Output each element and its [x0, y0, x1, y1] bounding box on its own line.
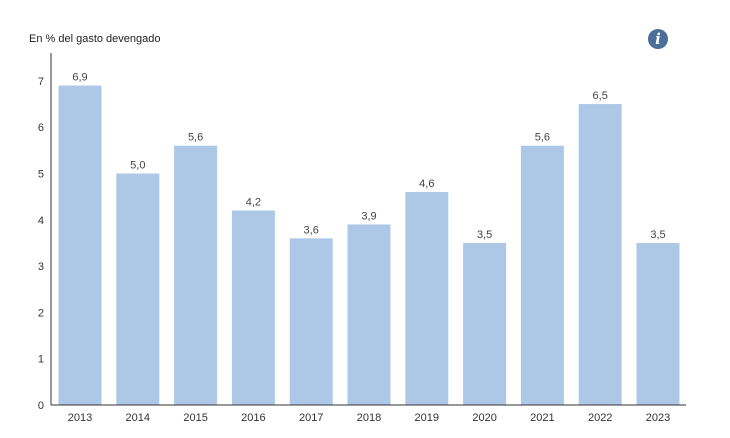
data-label-2014: 5,0: [130, 160, 145, 172]
bar-2016[interactable]: [231, 210, 275, 405]
x-tick-label-2020: 2020: [472, 412, 496, 424]
data-label-2018: 3,9: [361, 210, 376, 222]
data-label-2016: 4,2: [246, 197, 261, 209]
x-tick-label-2018: 2018: [357, 412, 381, 424]
x-tick-label-2023: 2023: [646, 412, 670, 424]
data-label-2013: 6,9: [72, 72, 87, 84]
x-tick-label-2022: 2022: [588, 412, 612, 424]
bar-2017[interactable]: [289, 238, 333, 405]
bar-2015[interactable]: [174, 145, 218, 405]
y-tick-label: 2: [38, 307, 44, 319]
bar-2021[interactable]: [520, 145, 564, 405]
info-button[interactable]: i: [648, 29, 668, 49]
x-tick-label-2021: 2021: [530, 412, 554, 424]
data-label-2017: 3,6: [304, 224, 319, 236]
y-tick-label: 4: [38, 215, 44, 227]
x-tick-label-2019: 2019: [415, 412, 439, 424]
bars-group: [58, 85, 680, 406]
y-tick-label: 7: [38, 76, 44, 88]
y-tick-label: 0: [38, 400, 44, 412]
x-tick-label-2013: 2013: [68, 412, 92, 424]
x-tick-label-2014: 2014: [126, 412, 150, 424]
bar-2023[interactable]: [636, 242, 680, 405]
bar-2013[interactable]: [58, 85, 102, 405]
x-tick-label-2015: 2015: [183, 412, 207, 424]
data-label-2023: 3,5: [650, 229, 665, 241]
info-icon-glyph: i: [655, 30, 661, 48]
data-label-2022: 6,5: [593, 90, 608, 102]
bar-2020[interactable]: [463, 242, 507, 405]
data-label-2020: 3,5: [477, 229, 492, 241]
bar-2022[interactable]: [578, 104, 622, 406]
x-tick-label-2016: 2016: [241, 412, 265, 424]
bar-2019[interactable]: [405, 192, 449, 405]
data-label-2021: 5,6: [535, 132, 550, 144]
y-tick-label: 5: [38, 169, 44, 181]
x-tick-label-2017: 2017: [299, 412, 323, 424]
x-axis-ticks: 2013 2014 2015 2016 2017 2018 2019 2020 2021 2022…: [68, 412, 670, 424]
bar-2014[interactable]: [116, 173, 160, 406]
data-label-2015: 5,6: [188, 132, 203, 144]
info-icon[interactable]: [648, 29, 668, 49]
y-axis-ticks: 0 1 2 3 4 5 6 7: [38, 76, 44, 412]
data-labels-group: 6,9 5,0 5,6 4,2 3,6 3,9 4,6 3,5 5,6 6,5 3,5: [72, 72, 665, 241]
y-tick-label: 1: [38, 354, 44, 366]
bar-2018[interactable]: [347, 224, 391, 405]
y-tick-label: 3: [38, 261, 44, 273]
data-label-2019: 4,6: [419, 178, 434, 190]
y-tick-label: 6: [38, 122, 44, 134]
y-axis-title: En % del gasto devengado: [29, 33, 161, 45]
